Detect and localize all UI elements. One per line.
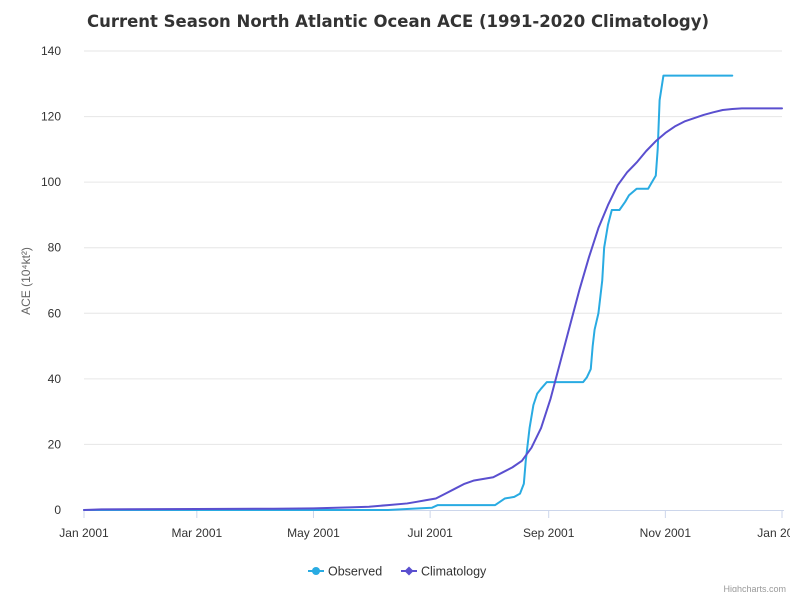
legend: Observed Climatology bbox=[308, 565, 487, 579]
y-tick-label: 0 bbox=[54, 503, 61, 517]
legend-diamond-marker-icon bbox=[404, 566, 414, 576]
x-tick-label: Nov 2001 bbox=[640, 526, 692, 540]
y-tick-label: 40 bbox=[48, 372, 62, 386]
x-tick-label: Sep 2001 bbox=[523, 526, 575, 540]
legend-label: Observed bbox=[328, 565, 382, 579]
gridlines bbox=[84, 50, 782, 445]
series-line-observed[interactable] bbox=[83, 74, 734, 511]
x-tick-label: Jan 2002 bbox=[757, 526, 790, 540]
legend-circle-marker-icon bbox=[312, 567, 320, 575]
x-axis: Jan 2001 Mar 2001 May 2001 Jul 2001 Sep 2001… bbox=[59, 510, 790, 540]
x-tick-label: Jul 2001 bbox=[407, 526, 453, 540]
y-axis-tick-labels: 0 20 40 60 80 100 120 140 bbox=[41, 44, 61, 517]
series-lines bbox=[83, 74, 783, 511]
legend-label: Climatology bbox=[421, 565, 487, 579]
legend-item-climatology[interactable]: Climatology bbox=[401, 565, 487, 579]
x-tick-label: Mar 2001 bbox=[171, 526, 222, 540]
y-tick-label: 80 bbox=[48, 241, 62, 255]
chart-title: Current Season North Atlantic Ocean ACE … bbox=[87, 12, 709, 31]
credits-label: Highcharts.com bbox=[723, 584, 786, 592]
y-axis-title: ACE (10⁴kt²) bbox=[19, 247, 33, 315]
legend-item-observed[interactable]: Observed bbox=[308, 565, 382, 579]
y-tick-label: 140 bbox=[41, 44, 61, 58]
y-tick-label: 20 bbox=[48, 437, 62, 451]
y-tick-label: 120 bbox=[41, 110, 61, 124]
series-line-climatology[interactable] bbox=[83, 107, 783, 511]
y-tick-label: 60 bbox=[48, 306, 62, 320]
x-tick-label: Jan 2001 bbox=[59, 526, 109, 540]
y-tick-label: 100 bbox=[41, 175, 61, 189]
x-tick-label: May 2001 bbox=[287, 526, 340, 540]
